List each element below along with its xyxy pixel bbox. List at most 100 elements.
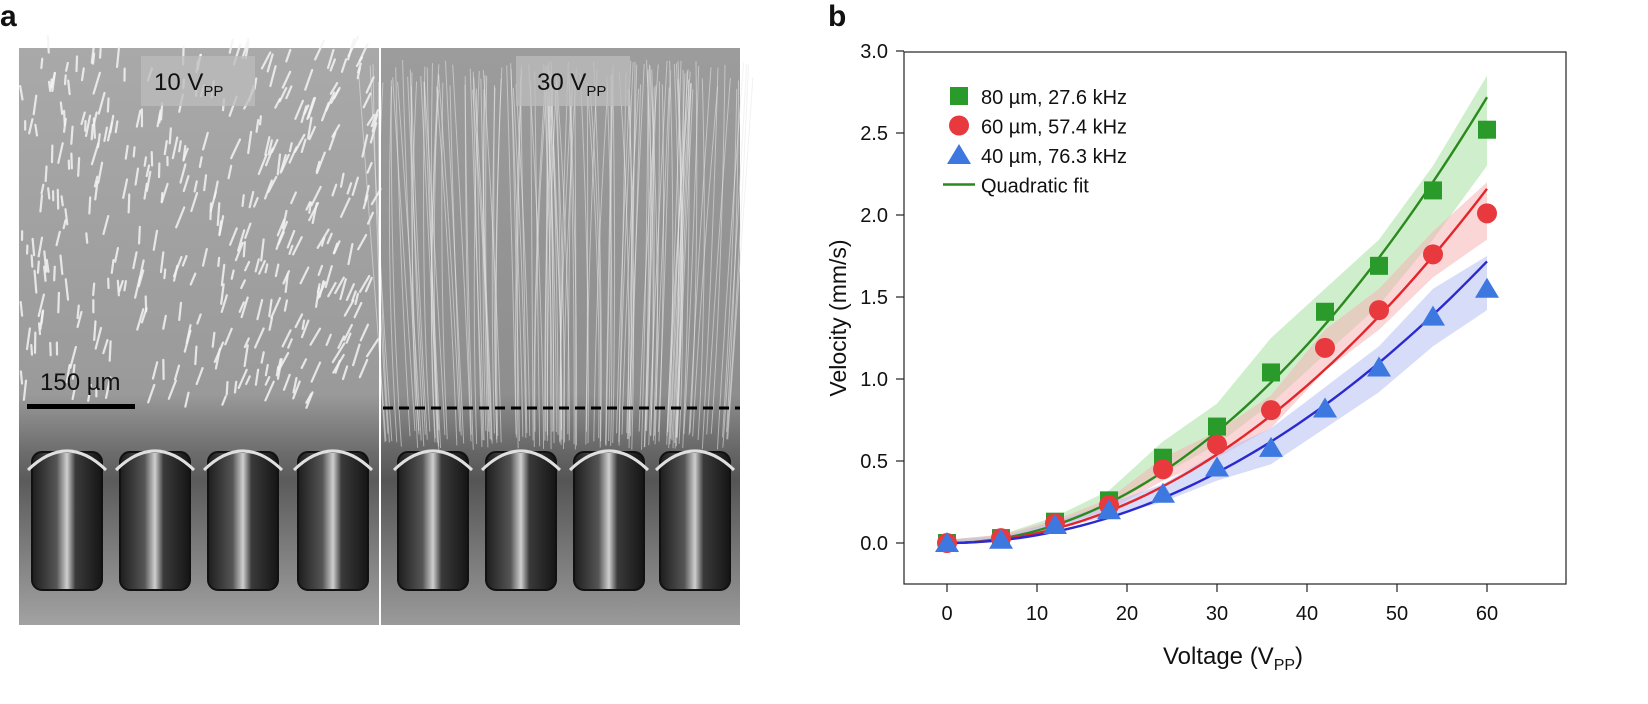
- point-square: [1370, 256, 1388, 275]
- y-axis-ticks: 0.0 0.5 1.0 1.5 2.0 2.5 3.0: [860, 41, 904, 555]
- fit-line-series-2: [946, 260, 1488, 545]
- flow-streamline: [515, 84, 531, 436]
- particle-streak: [325, 333, 332, 346]
- flow-streamline: [593, 87, 609, 442]
- pillar-cap-highlight: [568, 449, 650, 472]
- flow-streamline: [689, 61, 698, 433]
- particle-streak: [178, 140, 182, 153]
- particle-streak: [264, 376, 271, 386]
- point-triangle: [989, 528, 1013, 549]
- voltage-label-10vpp: 10 VPP: [154, 69, 223, 100]
- particle-streak: [178, 301, 183, 321]
- particle-streak: [71, 363, 76, 380]
- flow-streamline: [648, 60, 668, 446]
- particle-streak: [96, 133, 101, 149]
- particle-streak: [220, 294, 228, 313]
- point-triangle: [1151, 482, 1175, 503]
- point-circle: [1315, 337, 1335, 358]
- particle-streak: [345, 283, 355, 301]
- particle-streak: [260, 351, 265, 364]
- particle-streak: [365, 76, 375, 94]
- pillar-cap-highlight: [26, 449, 108, 472]
- flow-streamline: [533, 77, 547, 447]
- particle-streak: [317, 264, 324, 277]
- particle-streak: [76, 304, 80, 320]
- particle-streak: [189, 272, 197, 286]
- particle-streak: [39, 194, 44, 213]
- point-triangle: [1367, 356, 1391, 377]
- particle-streak: [340, 58, 348, 73]
- particle-streak: [19, 84, 24, 101]
- flow-streamline: [644, 73, 650, 448]
- particle-streak: [334, 359, 341, 374]
- particle-streak: [70, 125, 74, 145]
- point-triangle: [1475, 277, 1499, 298]
- particle-streak: [316, 228, 330, 249]
- flow-streamline: [534, 86, 548, 432]
- particle-streak: [305, 391, 314, 409]
- particle-streak: [364, 276, 373, 293]
- particle-streak: [43, 265, 47, 282]
- particle-streak: [103, 126, 108, 143]
- particle-streak: [294, 99, 304, 120]
- particle-streak: [182, 175, 190, 193]
- flow-streamline: [545, 65, 557, 433]
- particle-streak: [280, 153, 290, 173]
- flow-streamline: [543, 63, 553, 432]
- particle-streak: [151, 361, 159, 380]
- particle-streak: [134, 275, 142, 299]
- particle-streak: [267, 139, 273, 156]
- particle-streak: [281, 329, 292, 348]
- particle-streak: [230, 269, 235, 280]
- data-points: [935, 120, 1499, 553]
- particle-streak: [64, 208, 69, 226]
- voltage-label-box-left: [141, 56, 255, 106]
- legend-marker-circle: [949, 115, 969, 136]
- particle-streak: [260, 238, 265, 262]
- flow-streamline: [358, 77, 387, 441]
- particle-streak: [315, 151, 326, 175]
- flow-streamline: [449, 85, 462, 436]
- particle-streak: [284, 272, 289, 294]
- particle-streak: [237, 229, 246, 252]
- flow-streamline: [436, 86, 458, 446]
- x-tick-label: 60: [1476, 603, 1498, 625]
- point-circle: [1207, 434, 1227, 455]
- particle-streak: [147, 383, 156, 404]
- particle-streak: [359, 323, 370, 342]
- particle-streak: [77, 156, 81, 177]
- particle-streak: [216, 202, 221, 227]
- particle-streak: [264, 380, 275, 402]
- particle-streak: [283, 299, 289, 312]
- flow-streamline: [716, 62, 745, 450]
- particle-streak: [346, 38, 355, 61]
- particle-streak: [224, 327, 233, 346]
- flow-streamline: [701, 67, 719, 449]
- particle-streak: [106, 121, 114, 142]
- flow-streamline: [555, 72, 570, 441]
- particle-streak: [182, 144, 187, 162]
- flow-streamline: [420, 76, 440, 450]
- particle-streak: [281, 70, 292, 89]
- particle-streak: [310, 185, 322, 207]
- particle-streak: [365, 338, 380, 358]
- particle-streak: [37, 236, 44, 258]
- flow-streamline: [670, 83, 692, 439]
- flow-streamline: [673, 63, 680, 444]
- legend: 80 µm, 27.6 kHz 60 µm, 57.4 kHz 40 µm, 76.…: [943, 87, 1127, 198]
- particle-streak: [248, 190, 255, 209]
- particle-streak: [65, 364, 71, 384]
- flow-streamline: [640, 69, 649, 450]
- particle-streak: [57, 142, 64, 164]
- particle-streak: [40, 183, 45, 195]
- particle-streak: [220, 283, 225, 305]
- particle-streak: [321, 102, 330, 122]
- point-triangle: [1043, 513, 1067, 534]
- particle-streak: [135, 109, 142, 128]
- point-circle: [1477, 203, 1497, 224]
- flow-streamline: [410, 86, 428, 440]
- particle-streak: [106, 97, 110, 113]
- flow-streamline: [482, 69, 502, 443]
- point-triangle: [1259, 436, 1283, 457]
- particle-streak: [132, 146, 136, 158]
